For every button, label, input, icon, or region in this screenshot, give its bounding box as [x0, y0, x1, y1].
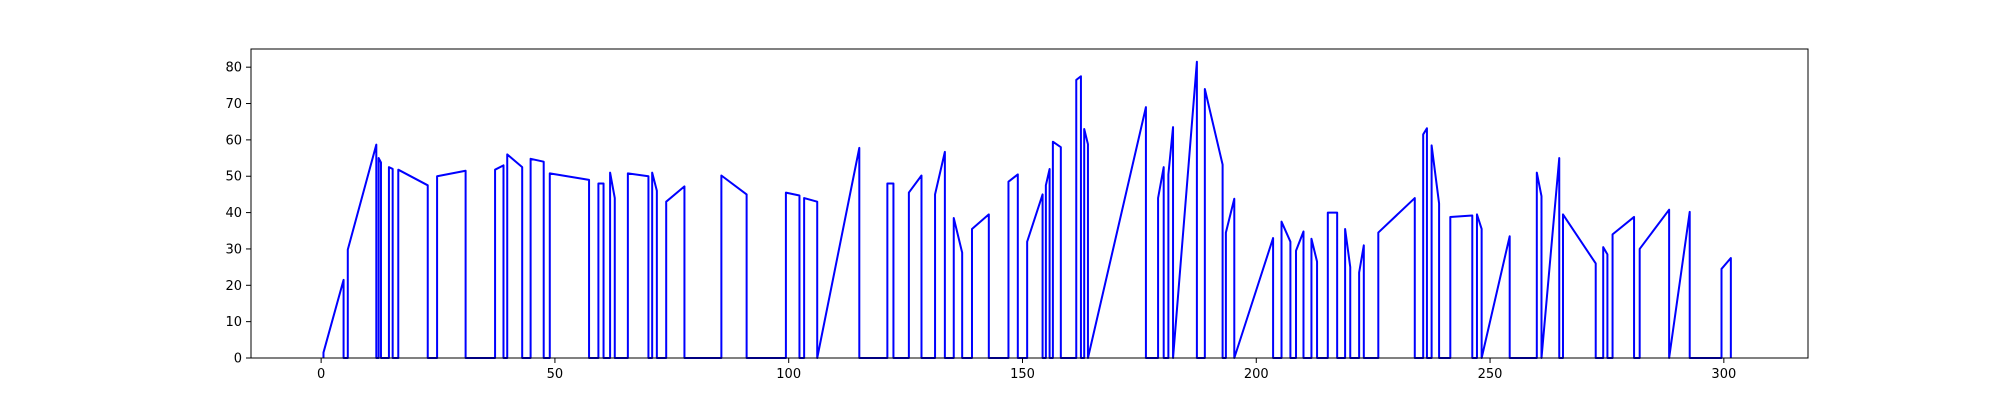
- y-tick-label: 80: [225, 61, 242, 76]
- y-tick-label: 30: [225, 242, 242, 257]
- axes-frame: [250, 48, 1809, 359]
- y-tick-label: 60: [225, 133, 242, 148]
- y-tick-label: 20: [225, 279, 242, 294]
- x-tick-label: 250: [1478, 367, 1503, 382]
- y-axis: 0 10 20 30 40 50 60 70 80: [225, 61, 251, 367]
- y-tick-label: 0: [234, 352, 242, 367]
- x-axis: 0 50 100 150 200 250 300: [317, 358, 1736, 382]
- x-tick-label: 300: [1711, 367, 1736, 382]
- x-tick-label: 50: [547, 367, 564, 382]
- x-tick-label: 100: [776, 367, 801, 382]
- series-line-1: [322, 60, 1732, 359]
- y-tick-label: 10: [225, 315, 242, 330]
- x-tick-label: 200: [1244, 367, 1269, 382]
- x-tick-label: 150: [1010, 367, 1035, 382]
- y-tick-label: 40: [225, 206, 242, 221]
- plot-area: [322, 60, 1732, 359]
- y-tick-label: 50: [225, 170, 242, 185]
- x-tick-label: 0: [317, 367, 325, 382]
- y-tick-label: 70: [225, 97, 242, 112]
